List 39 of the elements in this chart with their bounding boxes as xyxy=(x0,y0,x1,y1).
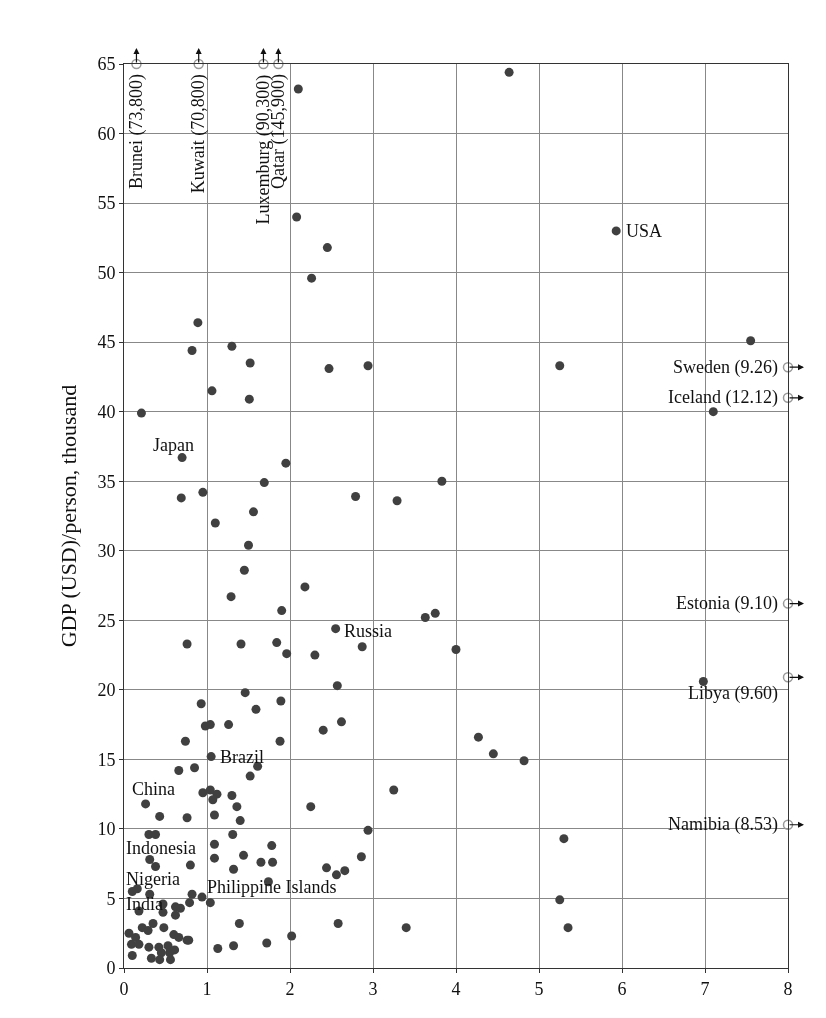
y-tick-label: 35 xyxy=(97,471,116,492)
y-tick-label: 65 xyxy=(97,54,116,75)
y-tick-label: 15 xyxy=(97,749,116,770)
annotation: Indonesia xyxy=(126,838,196,858)
annotation: Brunei (73,800) xyxy=(125,73,147,189)
x-tick-label: 8 xyxy=(783,978,793,999)
y-tick-label: 20 xyxy=(97,680,116,701)
y-tick-label: 55 xyxy=(97,193,116,214)
y-tick-label: 0 xyxy=(106,958,116,979)
x-tick-label: 0 xyxy=(119,978,129,999)
x-tick-label: 4 xyxy=(451,978,461,999)
annotation: Sweden (9.26) xyxy=(673,357,778,378)
y-tick-label: 60 xyxy=(97,123,116,144)
x-tick-label: 6 xyxy=(617,978,627,999)
annotation: Japan xyxy=(153,435,194,455)
x-tick-label: 1 xyxy=(202,978,212,999)
annotation: Russia xyxy=(344,621,393,641)
x-tick-label: 2 xyxy=(285,978,295,999)
y-tick-label: 40 xyxy=(97,401,116,422)
x-tick-label: 7 xyxy=(700,978,710,999)
y-tick-label: 10 xyxy=(97,819,116,840)
annotation: Philippine Islands xyxy=(207,877,337,897)
y-tick-label: 50 xyxy=(97,262,116,283)
annotation: Kuwait (70,800) xyxy=(188,74,210,194)
x-tick-label: 3 xyxy=(368,978,378,999)
y-axis-title: GDP (USD)/person, thousand xyxy=(56,384,82,648)
annotation: Nigeria xyxy=(126,869,180,889)
annotation: Brazil xyxy=(220,747,264,767)
y-tick-label: 30 xyxy=(97,541,116,562)
x-tick-label: 5 xyxy=(534,978,544,999)
y-tick-label: 25 xyxy=(97,610,116,631)
annotation: Iceland (12.12) xyxy=(668,387,778,408)
annotation: USA xyxy=(626,221,663,241)
annotation: Estonia (9.10) xyxy=(676,593,778,614)
y-tick-label: 45 xyxy=(97,332,116,353)
annotation: Libya (9.60) xyxy=(688,683,778,704)
annotation: Namibia (8.53) xyxy=(668,814,778,835)
annotation: China xyxy=(132,779,176,799)
y-tick-label: 5 xyxy=(106,888,116,909)
